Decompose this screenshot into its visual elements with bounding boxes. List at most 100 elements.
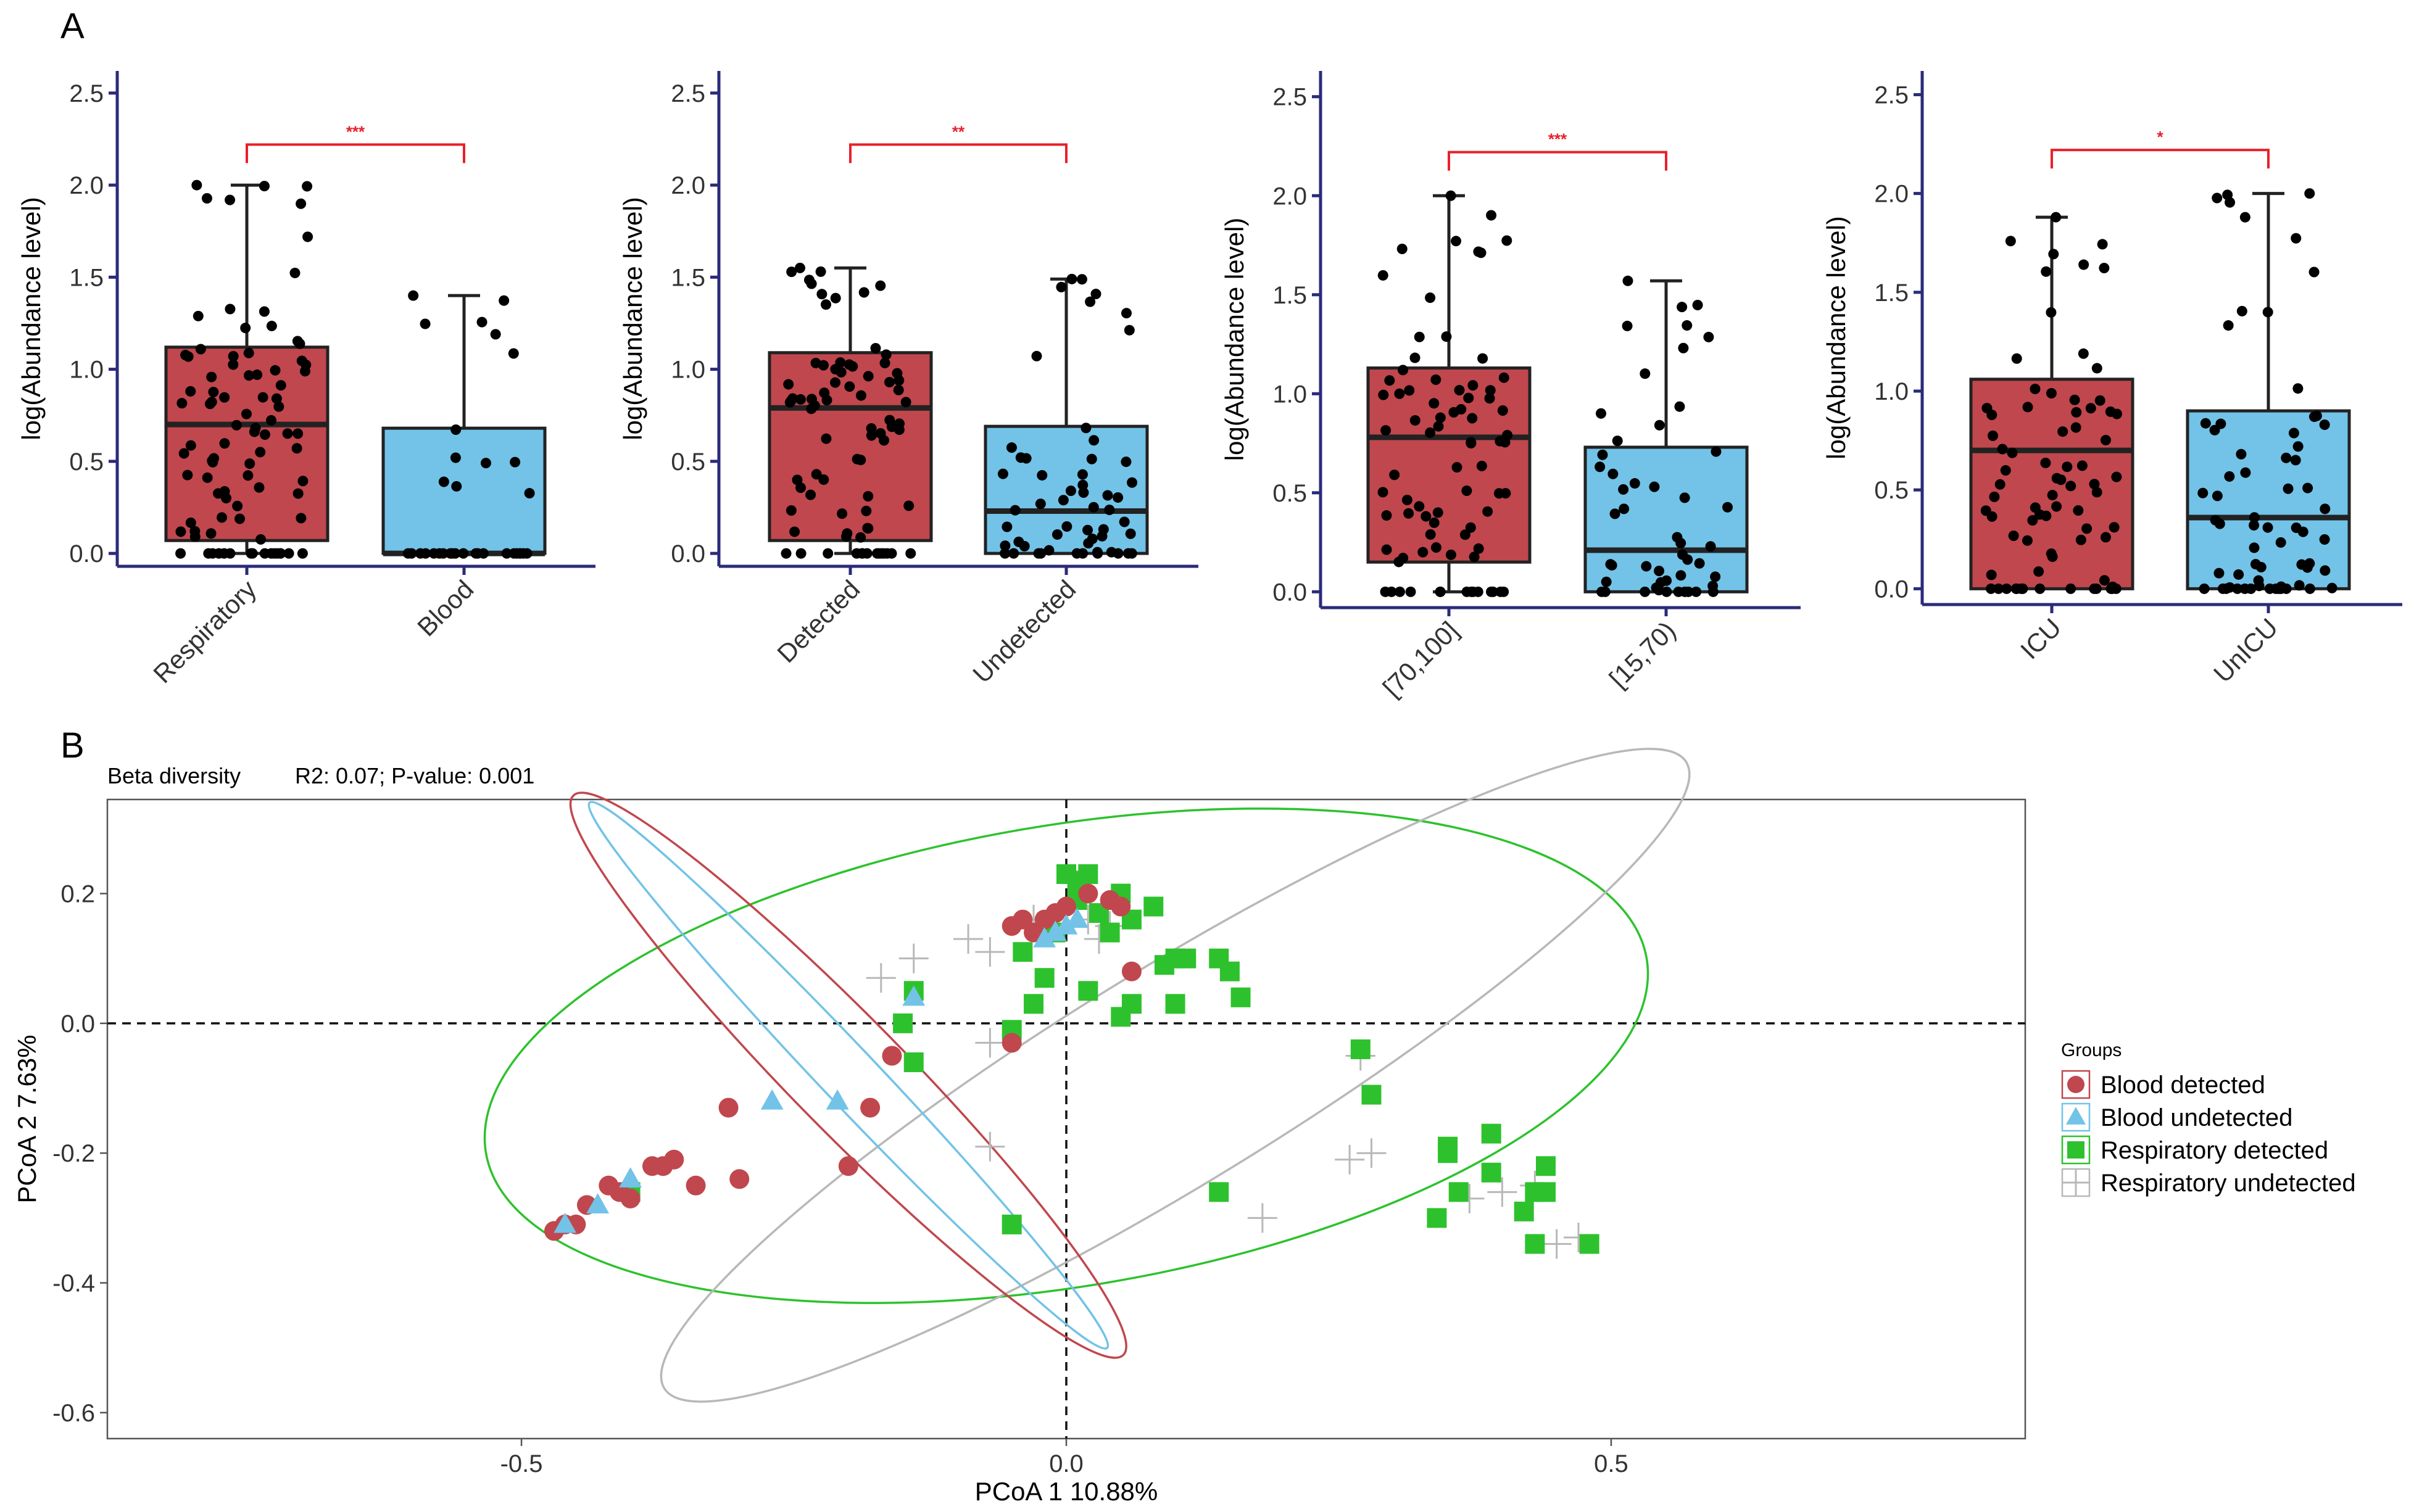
data-point — [2297, 526, 2308, 537]
data-point — [2075, 534, 2086, 545]
x-tick-label-1: UnICU — [2208, 613, 2283, 688]
data-point — [1006, 442, 1017, 453]
data-point — [858, 287, 869, 298]
data-point — [1475, 247, 1487, 258]
data-point — [842, 528, 853, 539]
data-point — [2253, 575, 2264, 586]
y-tick-label: 1.0 — [1874, 378, 1909, 405]
data-point — [2209, 424, 2220, 436]
data-point — [1378, 389, 1389, 400]
data-point — [1126, 548, 1137, 559]
data-point — [302, 231, 313, 242]
point-respiratory-detected — [1165, 994, 1185, 1014]
data-point — [1448, 407, 1459, 418]
data-point — [266, 415, 277, 426]
data-point — [480, 458, 491, 469]
significance-label: ** — [952, 122, 965, 141]
data-point — [2294, 580, 2305, 591]
point-respiratory-detected — [1078, 864, 1098, 884]
point-respiratory-detected — [1427, 1208, 1447, 1228]
y-tick-label: -0.6 — [52, 1400, 95, 1427]
y-tick-label: 2.0 — [69, 172, 104, 199]
data-point — [1599, 586, 1611, 597]
data-point — [1086, 453, 1097, 465]
data-point — [2001, 583, 2012, 594]
data-point — [830, 377, 841, 388]
data-point — [1484, 393, 1495, 404]
point-respiratory-detected — [1438, 1136, 1458, 1157]
data-point — [1421, 511, 1432, 522]
data-point — [445, 548, 456, 559]
y-axis-title: log(Abundance level) — [1822, 216, 1851, 460]
point-respiratory-detected — [1448, 1182, 1469, 1202]
legend-title: Groups — [2061, 1040, 2122, 1060]
data-point — [2100, 532, 2111, 543]
data-point — [2200, 418, 2211, 429]
data-point — [2016, 583, 2027, 594]
point-blood-detected — [1056, 896, 1076, 917]
data-point — [1000, 548, 1011, 559]
data-point — [1089, 435, 1100, 446]
data-point — [1398, 365, 1409, 376]
data-point — [863, 523, 874, 534]
data-point — [2111, 471, 2122, 482]
boxplot-panel-respiratory-blood: 0.0 0.5 1.0 1.5 2.0 2.5 log(Abundance level) Re… — [17, 71, 595, 688]
data-point — [1691, 586, 1702, 597]
data-point — [1380, 586, 1391, 597]
data-point — [202, 472, 213, 483]
data-point — [1119, 516, 1130, 527]
data-point — [1497, 405, 1508, 416]
data-point — [2085, 403, 2096, 414]
data-point — [1596, 408, 1607, 419]
data-point — [2033, 566, 2044, 577]
data-point — [1980, 505, 1991, 516]
data-point — [225, 304, 236, 315]
point-respiratory-undetected — [975, 1131, 1005, 1162]
data-point — [1425, 292, 1436, 304]
y-tick-label: 2.0 — [1272, 183, 1307, 210]
data-point — [844, 359, 855, 370]
point-blood-detected — [1013, 909, 1033, 930]
data-point — [1051, 529, 1063, 540]
data-point — [178, 448, 189, 459]
data-point — [818, 360, 829, 371]
data-point — [1065, 485, 1076, 497]
data-point — [1031, 350, 1042, 361]
data-point — [1451, 236, 1462, 247]
data-point — [228, 351, 239, 362]
data-point — [1629, 478, 1640, 489]
pcoa-title: Beta diversity — [107, 763, 241, 788]
data-point — [2030, 502, 2041, 513]
data-point — [2071, 407, 2082, 418]
data-point — [1113, 492, 1124, 503]
legend-label: Respiratory undetected — [2101, 1170, 2356, 1197]
data-point — [1498, 372, 1509, 383]
data-point — [786, 266, 797, 278]
data-point — [2290, 455, 2301, 466]
data-point — [1495, 436, 1506, 447]
confidence-ellipse — [587, 801, 1110, 1350]
data-point — [2022, 535, 2033, 546]
point-respiratory-detected — [903, 1052, 924, 1072]
panel-label-a: A — [60, 6, 85, 46]
confidence-ellipse — [569, 791, 1127, 1359]
point-respiratory-undetected — [866, 963, 896, 993]
data-point — [2249, 520, 2260, 531]
data-point — [1622, 275, 1633, 286]
box-1 — [1583, 445, 1749, 593]
data-point — [855, 455, 866, 466]
point-blood-undetected — [586, 1193, 610, 1213]
data-point — [1473, 543, 1484, 554]
point-respiratory-undetected — [975, 937, 1005, 967]
data-point — [2223, 320, 2234, 331]
x-tick-label: -0.5 — [500, 1450, 543, 1477]
data-point — [2062, 461, 2073, 473]
y-tick-label: 2.5 — [671, 80, 705, 107]
data-point — [2214, 518, 2225, 529]
data-point — [207, 548, 218, 559]
data-point — [1711, 446, 1722, 457]
data-point — [2233, 569, 2244, 580]
y-tick-label: 0.0 — [60, 1010, 95, 1038]
data-point — [1414, 501, 1425, 512]
data-point — [1435, 586, 1446, 597]
